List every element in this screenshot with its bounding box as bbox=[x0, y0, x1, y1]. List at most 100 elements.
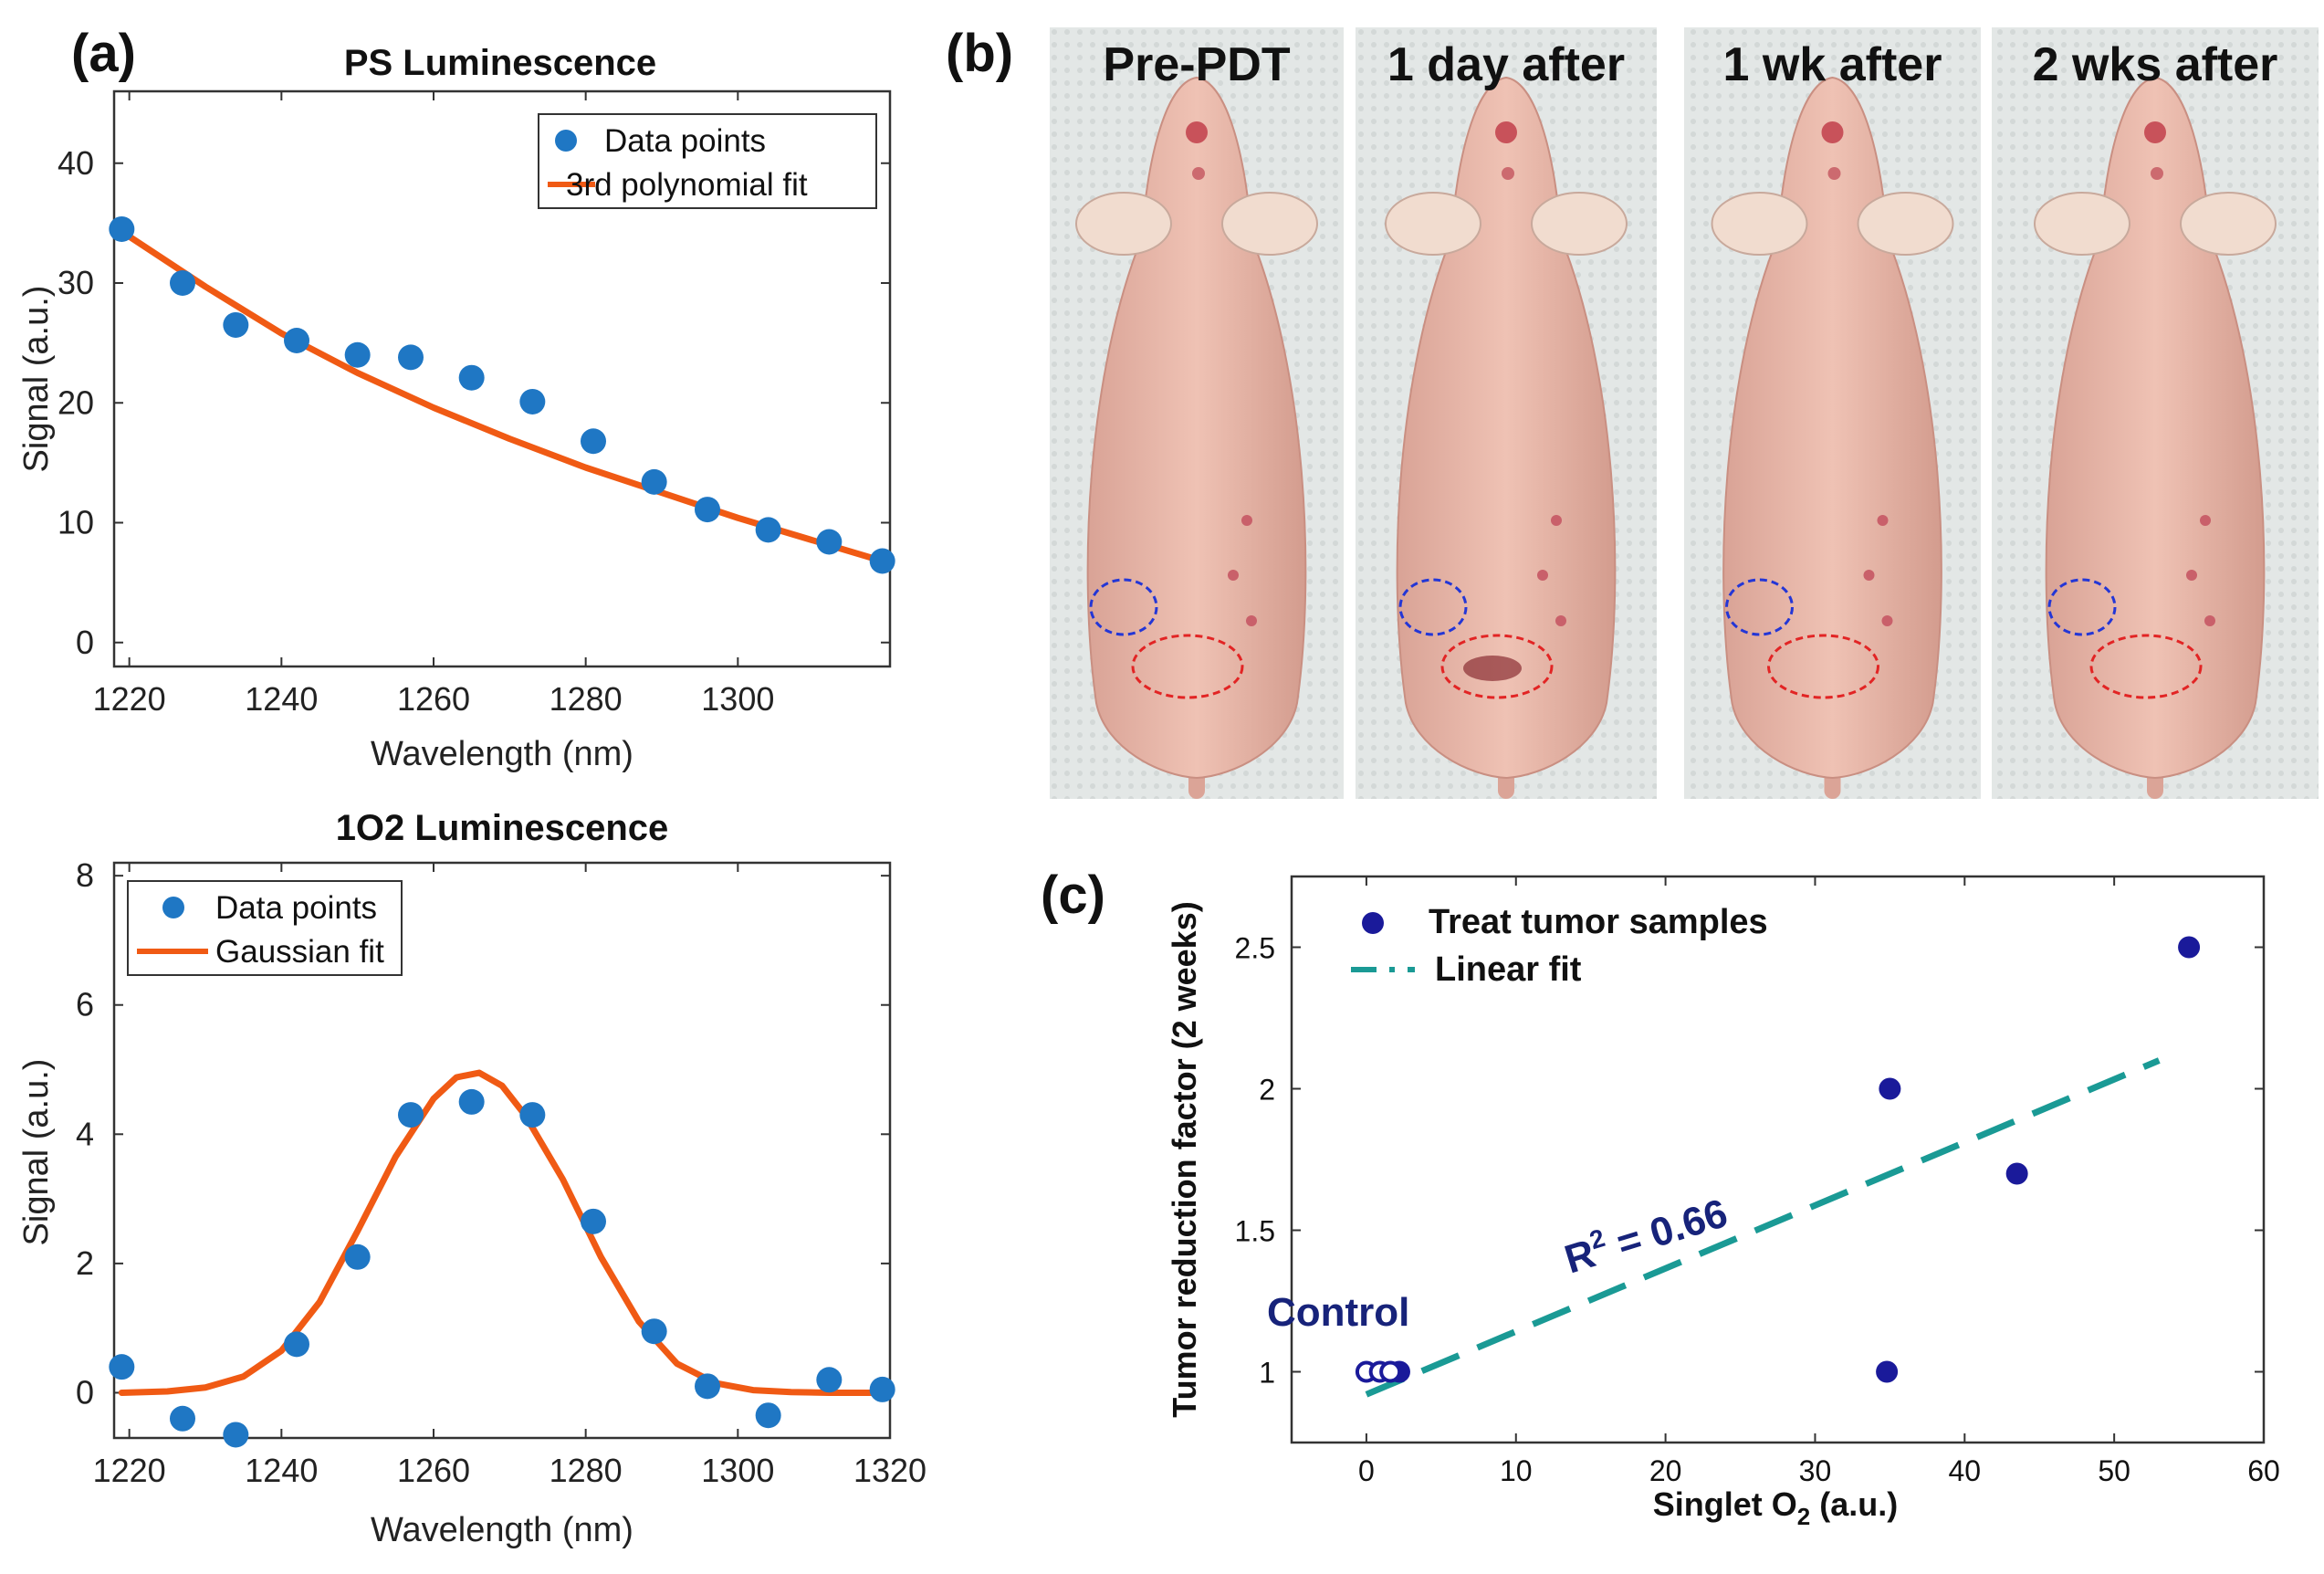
head-lesion bbox=[1827, 167, 1841, 180]
o2-y-tick-label: 2 bbox=[76, 1244, 94, 1282]
o2-y-axis-label: Signal (a.u.) bbox=[17, 1059, 56, 1246]
c-control-point bbox=[1379, 1360, 1402, 1383]
ps-legend-fit: 3rd polynomial fit bbox=[566, 167, 808, 203]
ps-data-point bbox=[641, 468, 667, 495]
o2-data-point bbox=[641, 1318, 667, 1345]
o2-data-point bbox=[695, 1373, 720, 1400]
red-tumor-marker bbox=[2089, 634, 2203, 699]
o2-x-tick-label: 1280 bbox=[550, 1452, 623, 1489]
skin-spot bbox=[1877, 515, 1889, 526]
ps-fit-line bbox=[118, 228, 886, 564]
o2-data-point bbox=[816, 1367, 843, 1393]
o2-data-point bbox=[223, 1422, 249, 1448]
c-data-point bbox=[1879, 1077, 1901, 1100]
o2-legend: Data points Gaussian fit bbox=[127, 880, 403, 976]
c-data-point bbox=[2005, 1162, 2028, 1185]
o2-x-tick-label: 1240 bbox=[245, 1452, 318, 1489]
ps-legend: Data points 3rd polynomial fit bbox=[538, 113, 877, 209]
o2-x-tick-label: 1320 bbox=[853, 1452, 926, 1489]
mouse-photo-2: 1 day after bbox=[1356, 27, 1657, 799]
o2-legend-fit: Gaussian fit bbox=[215, 934, 384, 970]
c-x-axis-label: Singlet O2 (a.u.) bbox=[1653, 1485, 1898, 1530]
ps-x-axis-label: Wavelength (nm) bbox=[371, 735, 633, 773]
ps-data-point bbox=[755, 517, 781, 543]
skin-spot bbox=[1537, 570, 1548, 581]
o2-plot-frame bbox=[112, 861, 892, 1440]
photo-label: 1 wk after bbox=[1723, 38, 1942, 91]
c-legend-points-swatch bbox=[1362, 912, 1384, 934]
c-x-tick-label: 50 bbox=[2098, 1454, 2130, 1487]
skin-spot bbox=[1246, 615, 1257, 626]
o2-data-point bbox=[581, 1208, 606, 1234]
ps-legend-points-swatch bbox=[555, 130, 577, 152]
ps-x-tick-label: 1240 bbox=[245, 680, 318, 718]
photo-label: 2 wks after bbox=[2033, 38, 2278, 91]
c-data-point bbox=[2178, 936, 2201, 959]
mouse-ear-left bbox=[1075, 192, 1172, 256]
skin-spot bbox=[1881, 615, 1893, 626]
head-lesion bbox=[2144, 121, 2166, 143]
o2-x-tick-label: 1300 bbox=[701, 1452, 774, 1489]
c-x-tick-label: 60 bbox=[2247, 1454, 2280, 1487]
c-x-tick-label: 10 bbox=[1500, 1454, 1533, 1487]
skin-spot bbox=[2186, 570, 2197, 581]
c-y-tick-label: 1 bbox=[1259, 1357, 1275, 1390]
skin-spot bbox=[2200, 515, 2211, 526]
ps-legend-data-points: Data points bbox=[604, 123, 766, 159]
ps-data-point bbox=[398, 344, 424, 371]
o2-data-point bbox=[458, 1088, 485, 1115]
head-lesion bbox=[1821, 121, 1844, 143]
c-legend: Treat tumor samples Linear fit bbox=[1351, 903, 1768, 989]
ps-legend-box bbox=[538, 113, 877, 209]
mouse-photo-panel: Pre-PDT 1 day after 1 wk after 2 wks after bbox=[1050, 27, 2319, 799]
ps-data-point bbox=[458, 364, 485, 391]
head-lesion bbox=[1495, 121, 1517, 143]
o2-data-point bbox=[755, 1402, 781, 1429]
mouse-photo-4: 2 wks after bbox=[1992, 27, 2319, 799]
treated-lesion bbox=[1463, 656, 1522, 681]
head-lesion bbox=[1502, 167, 1514, 180]
o2-data-point bbox=[284, 1331, 309, 1358]
o2-legend-points-swatch bbox=[162, 897, 184, 918]
o2-x-tick-label: 1220 bbox=[93, 1452, 166, 1489]
tumor-reduction-chart: Tumor reduction factor (2 weeks) Singlet… bbox=[1166, 875, 2280, 1530]
mouse-ear-right bbox=[1221, 192, 1318, 256]
o2-legend-data-points: Data points bbox=[215, 890, 377, 926]
o2-data-point bbox=[398, 1102, 424, 1128]
mouse-photo-1: Pre-PDT bbox=[1050, 27, 1344, 799]
skin-spot bbox=[1863, 570, 1875, 581]
mouse-photo-3: 1 wk after bbox=[1684, 27, 1981, 799]
ps-data-point bbox=[109, 215, 135, 242]
c-y-tick-label: 2.5 bbox=[1235, 932, 1275, 965]
c-control-annotation: Control bbox=[1267, 1290, 1409, 1335]
c-x-tick-label: 0 bbox=[1358, 1454, 1375, 1487]
c-x-tick-label: 30 bbox=[1799, 1454, 1832, 1487]
c-r2-annotation: R2 = 0.66 bbox=[1558, 1187, 1733, 1282]
o2-x-tick-label: 1260 bbox=[397, 1452, 470, 1489]
ps-y-tick-label: 30 bbox=[58, 264, 94, 301]
o2-data-point bbox=[109, 1354, 135, 1380]
blue-tumor-marker bbox=[1398, 578, 1468, 636]
o2-y-tick-label: 8 bbox=[76, 856, 94, 894]
ps-data-point bbox=[284, 328, 309, 353]
o2-x-axis-label: Wavelength (nm) bbox=[371, 1511, 633, 1549]
c-legend-linear: Linear fit bbox=[1435, 950, 1582, 989]
mouse-ear-left bbox=[1385, 192, 1481, 256]
skin-spot bbox=[2204, 615, 2215, 626]
ps-y-tick-label: 40 bbox=[58, 144, 94, 182]
ps-data-point bbox=[223, 311, 249, 338]
mouse-ear-right bbox=[1531, 192, 1628, 256]
c-y-tick-label: 1.5 bbox=[1235, 1215, 1275, 1248]
blue-tumor-marker bbox=[1089, 578, 1158, 636]
ps-x-tick-label: 1280 bbox=[550, 680, 623, 718]
singlet-oxygen-luminescence-chart: 1O2 Luminescence Wavelength (nm) Signal … bbox=[17, 808, 926, 1549]
c-linear-fit-line bbox=[1365, 1057, 2161, 1398]
panel-label-c: (c) bbox=[1041, 866, 1105, 925]
o2-fit-line bbox=[118, 1069, 886, 1396]
panel-label-b: (b) bbox=[946, 24, 1013, 83]
ps-plot-frame bbox=[112, 89, 892, 668]
o2-data-point bbox=[519, 1102, 546, 1128]
o2-y-tick-label: 4 bbox=[76, 1115, 94, 1152]
mouse-ear-right bbox=[1857, 192, 1954, 256]
head-lesion bbox=[2151, 167, 2163, 180]
